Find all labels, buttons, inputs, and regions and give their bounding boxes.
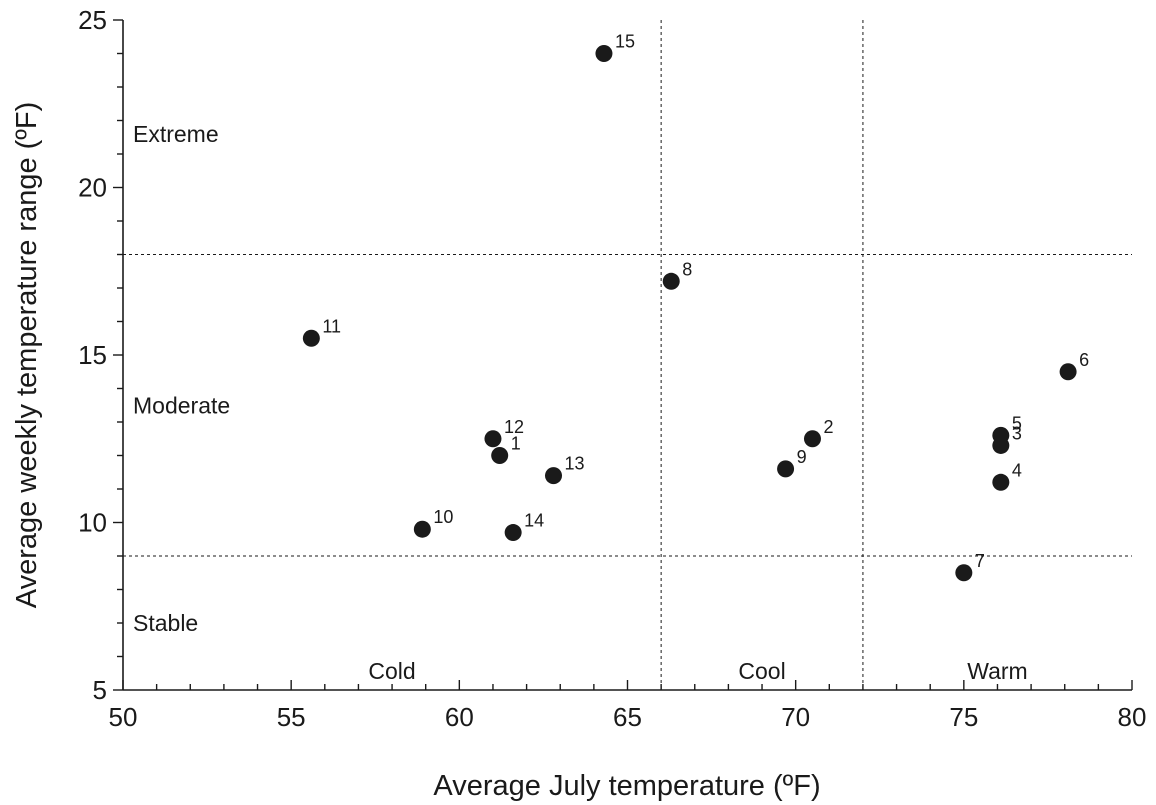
point-label-10: 10 (433, 507, 453, 527)
region-label-warm: Warm (967, 658, 1027, 684)
point-label-3: 3 (1012, 423, 1022, 443)
point-label-2: 2 (823, 417, 833, 437)
data-points (302, 45, 1077, 582)
y-tick-label: 5 (93, 675, 107, 705)
region-label-cold: Cold (368, 658, 415, 684)
axes (122, 20, 1132, 691)
x-tick-label: 80 (1118, 702, 1147, 732)
region-label-stable: Stable (133, 610, 198, 636)
data-point-13 (545, 467, 563, 485)
x-tick-label: 70 (781, 702, 810, 732)
data-point-7 (955, 564, 973, 582)
x-tick-label: 65 (613, 702, 642, 732)
data-point-12 (484, 430, 502, 448)
point-label-12: 12 (504, 417, 524, 437)
y-axis-title: Average weekly temperature range (ºF) (11, 102, 43, 609)
ticks (113, 19, 1133, 691)
data-point-6 (1059, 363, 1077, 381)
point-label-5: 5 (1012, 413, 1022, 433)
x-tick-label: 75 (949, 702, 978, 732)
point-label-9: 9 (797, 447, 807, 467)
x-tick-label: 50 (109, 702, 138, 732)
data-point-11 (302, 329, 320, 347)
reference-lines (123, 20, 1132, 690)
data-point-1 (491, 447, 509, 464)
y-tick-label: 20 (78, 173, 107, 203)
point-label-7: 7 (975, 551, 985, 571)
point-label-11: 11 (322, 316, 341, 336)
point-label-4: 4 (1012, 460, 1022, 480)
data-point-14 (504, 524, 522, 542)
region-labels: Extreme Moderate Stable Cold Cool Warm (133, 121, 1028, 684)
point-label-8: 8 (682, 259, 692, 279)
point-label-14: 14 (524, 511, 544, 531)
point-label-15: 15 (615, 32, 635, 52)
y-tick-label: 25 (78, 5, 107, 35)
point-label-6: 6 (1079, 350, 1089, 370)
point-label-13: 13 (565, 454, 585, 474)
data-point-5 (992, 426, 1010, 444)
x-axis-title: Average July temperature (ºF) (433, 770, 820, 802)
data-point-2 (803, 430, 821, 448)
data-point-4 (992, 473, 1010, 491)
region-label-cool: Cool (738, 658, 785, 684)
data-point-8 (662, 272, 680, 290)
point-label-1: 1 (511, 434, 521, 454)
x-tick-label: 55 (277, 702, 306, 732)
region-label-moderate: Moderate (133, 392, 230, 418)
data-point-10 (413, 520, 431, 538)
data-point-9 (777, 460, 795, 478)
region-label-extreme: Extreme (133, 121, 219, 147)
y-tick-label: 15 (78, 340, 107, 370)
data-point-15 (595, 45, 613, 62)
x-tick-label: 60 (445, 702, 474, 732)
y-tick-label: 10 (78, 508, 107, 538)
